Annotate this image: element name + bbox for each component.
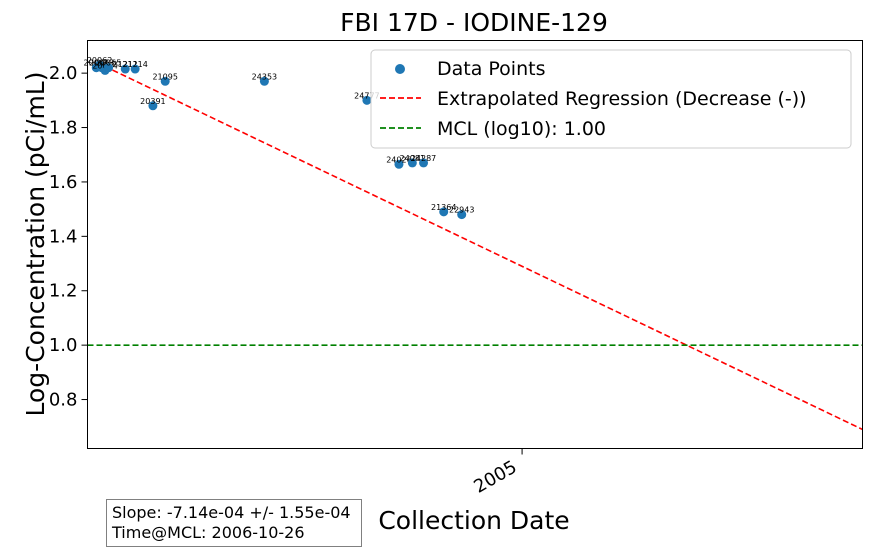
- y-tick-label: 2.0: [49, 63, 78, 84]
- legend: Data Points Extrapolated Regression (Dec…: [370, 49, 852, 149]
- data-point: [362, 95, 372, 105]
- legend-box: [370, 49, 852, 149]
- x-tick-label: 2005: [470, 457, 520, 498]
- data-point-label: 24777: [354, 91, 379, 100]
- data-point-label: 20062: [87, 56, 112, 65]
- data-point: [419, 158, 429, 168]
- data-point-label: 24081: [400, 154, 425, 163]
- x-axis-label: Collection Date: [378, 506, 569, 535]
- data-point: [439, 207, 449, 217]
- data-point-label: 21211: [113, 60, 138, 69]
- legend-label-mcl: MCL (log10): 1.00: [437, 118, 606, 140]
- regression-layer: [95, 61, 863, 431]
- chart-title: FBI 17D - IODINE-129: [340, 8, 608, 37]
- data-point-label: 20065: [96, 59, 121, 68]
- y-tick-label: 1.4: [49, 226, 78, 247]
- legend-label-data-points: Data Points: [437, 58, 545, 80]
- y-tick-label: 1.6: [49, 172, 78, 193]
- legend-label-regression: Extrapolated Regression (Decrease (-)): [437, 88, 807, 110]
- data-point-label: 21364: [431, 203, 456, 212]
- y-tick-label: 1.8: [49, 118, 78, 139]
- data-point-label: 24287: [411, 154, 436, 163]
- y-tick-label: 1.0: [49, 335, 78, 356]
- slope-text: Slope: -7.14e-04 +/- 1.55e-04: [112, 503, 351, 522]
- y-tick-label: 1.2: [49, 281, 78, 302]
- data-point: [160, 76, 170, 86]
- data-point-label: 21214: [122, 60, 147, 69]
- data-point: [457, 210, 467, 220]
- data-point: [148, 101, 158, 111]
- data-point-label: 20063: [89, 59, 114, 68]
- plot-frame: [87, 40, 863, 449]
- y-tick-label: 0.8: [49, 390, 78, 411]
- y-axis-ticks: 0.8 1.0 1.2 1.4 1.6 1.8 2.0: [49, 63, 88, 411]
- x-axis-ticks: 2005: [470, 448, 523, 498]
- legend-marker-data-points: [395, 64, 405, 74]
- data-point: [130, 64, 140, 74]
- y-axis-label: Log-Concentration (pCi/mL): [21, 72, 50, 417]
- regression-stats-box: Slope: -7.14e-04 +/- 1.55e-04 Time@MCL: …: [106, 499, 362, 547]
- data-point-label: 24026: [386, 155, 411, 164]
- time-at-mcl-text: Time@MCL: 2006-10-26: [112, 523, 305, 542]
- data-point-label: 21095: [152, 72, 177, 81]
- data-point: [394, 159, 404, 169]
- data-point: [104, 63, 114, 73]
- regression-line: [95, 61, 863, 431]
- data-point: [259, 76, 269, 86]
- data-point-label: 24353: [252, 72, 277, 81]
- data-point: [120, 64, 130, 74]
- data-point-label: 20391: [140, 97, 165, 106]
- data-point-label: 22943: [449, 206, 474, 215]
- data-points-layer: 2006120062200632006420065212112121420391…: [84, 56, 474, 220]
- data-point: [407, 158, 417, 168]
